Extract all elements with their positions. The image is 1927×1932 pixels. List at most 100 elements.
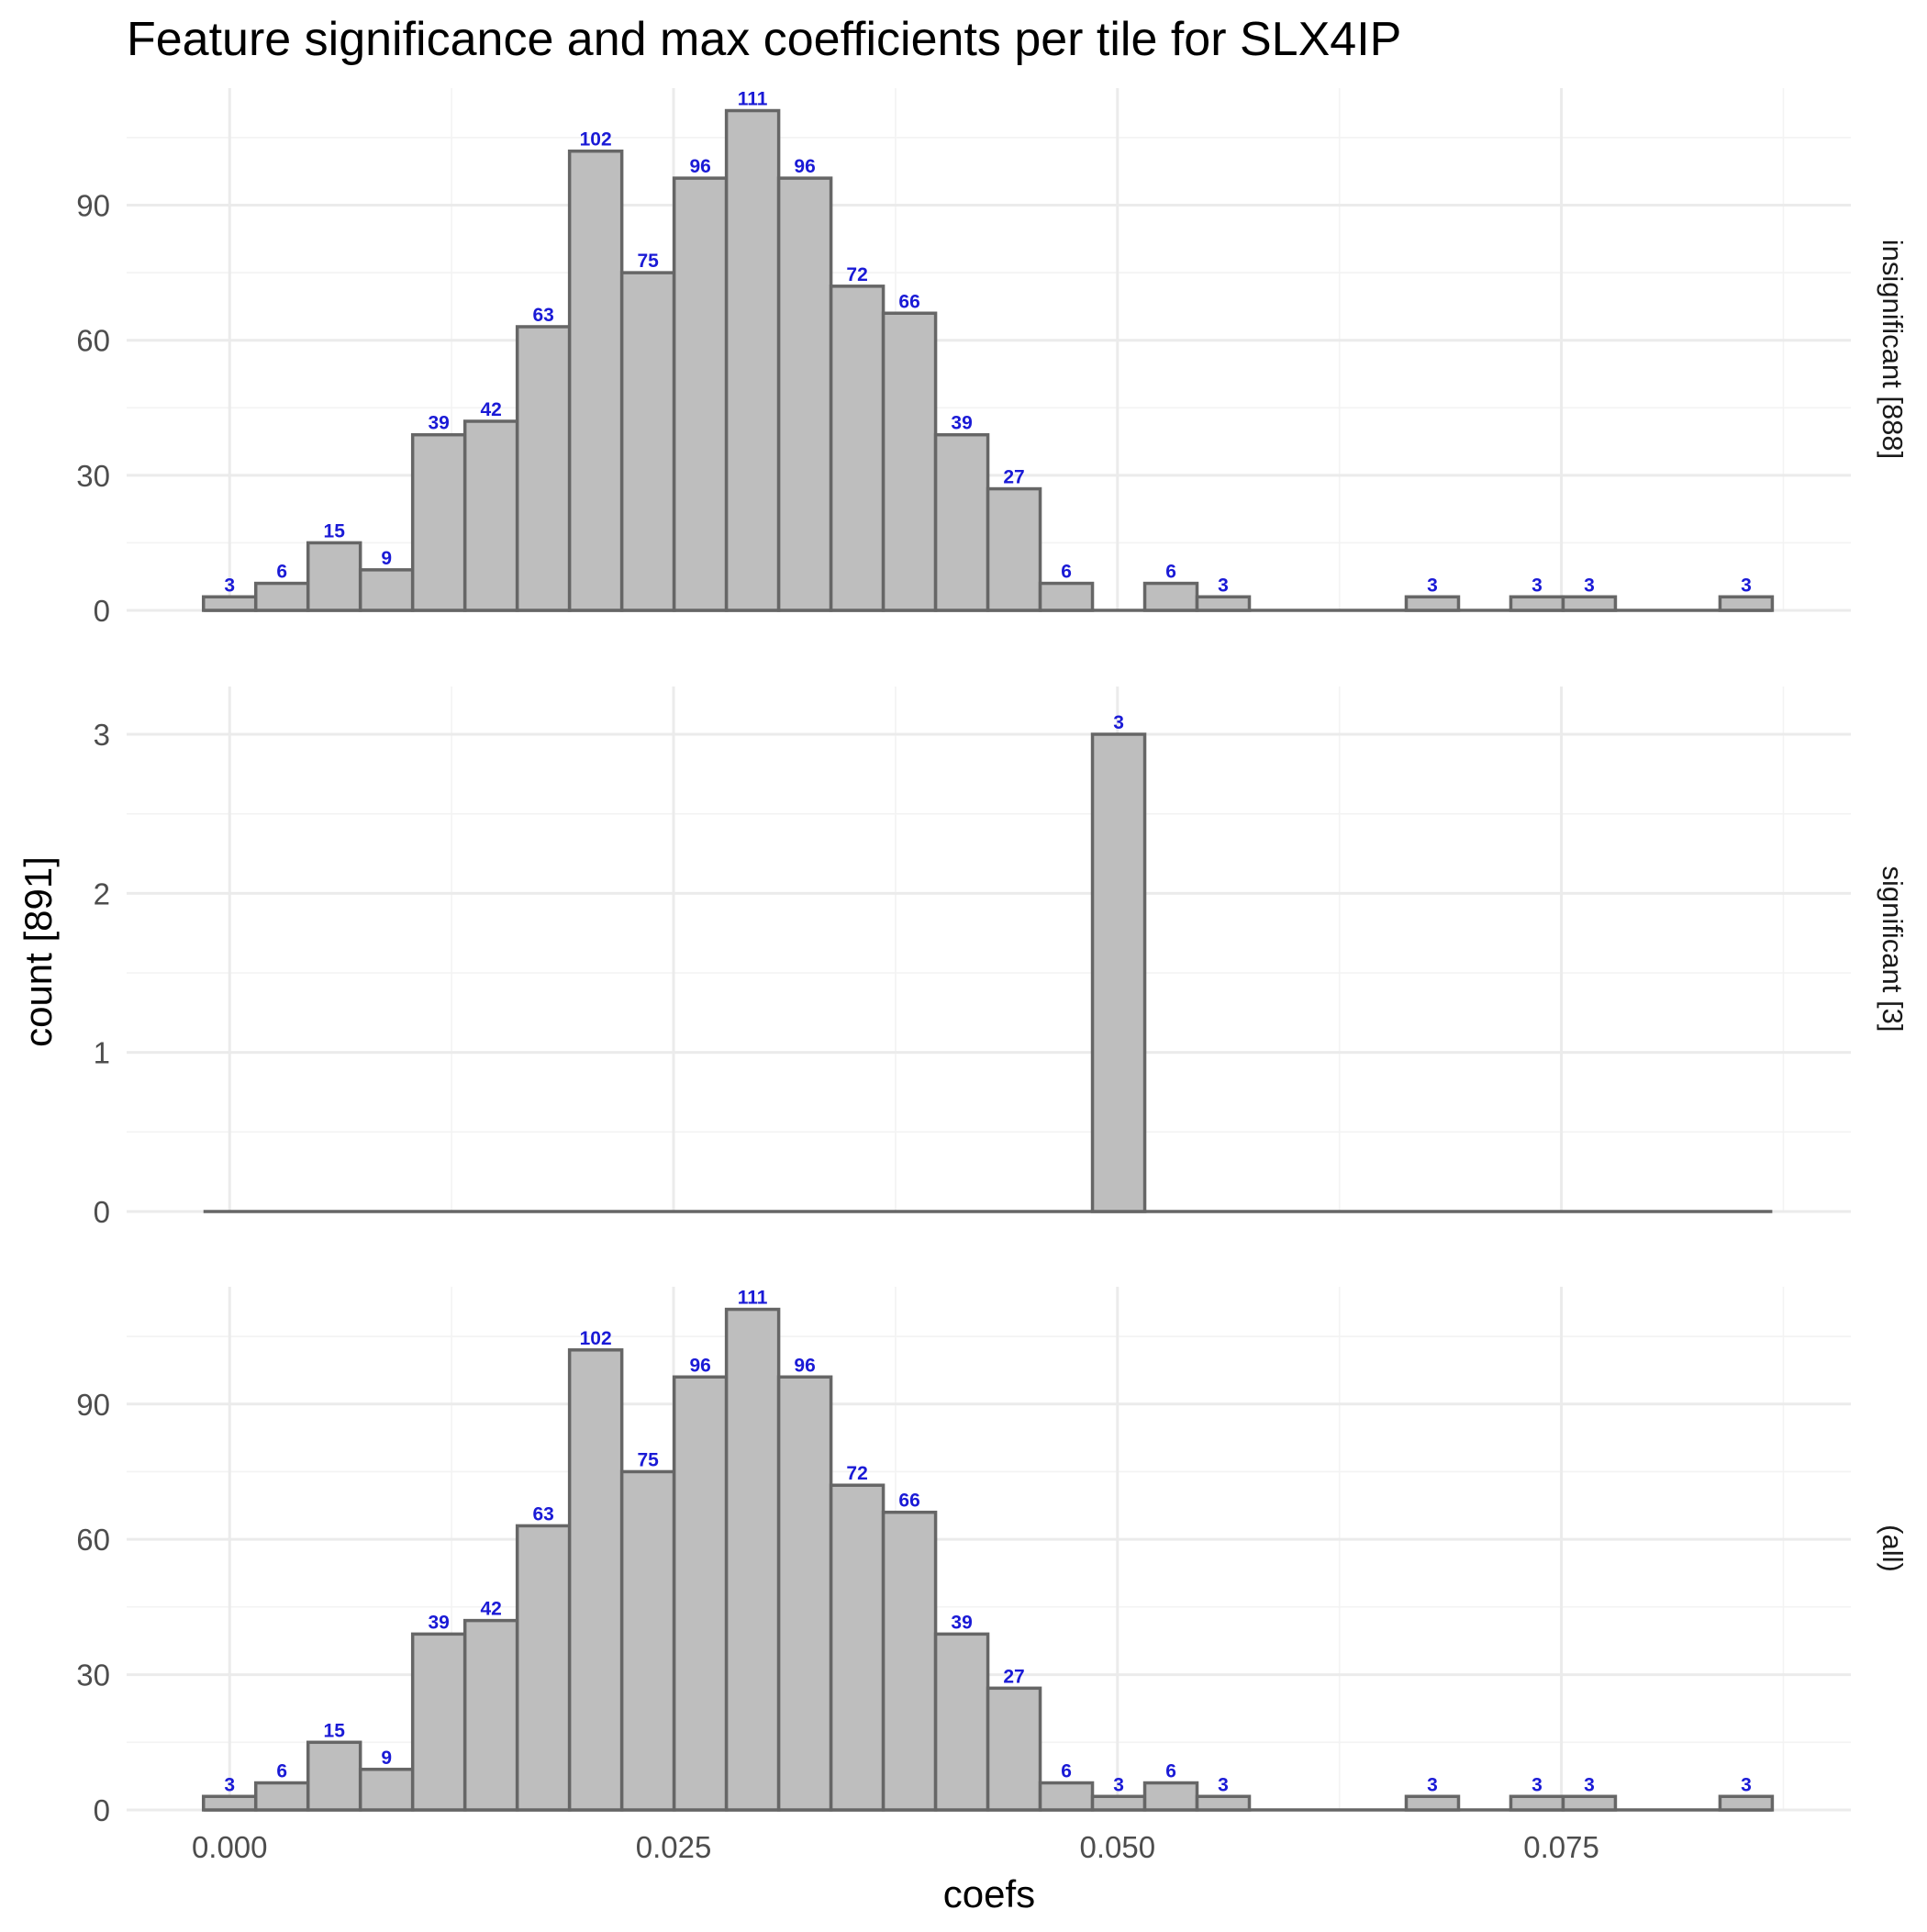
bar-count-label: 39 [429,1612,450,1633]
histogram-bar [1561,1794,1618,1812]
bar-count-label: 3 [1427,575,1438,596]
histogram-bar [1142,581,1199,612]
histogram-bar [462,1618,519,1812]
histogram-bar [253,1781,310,1812]
bar-count-label: 3 [1741,575,1752,596]
histogram-bar [515,325,572,612]
x-tick-label: 0.000 [192,1830,268,1864]
histogram-bar [1090,1794,1147,1812]
y-tick-label: 0 [94,1793,110,1827]
histogram-bar [829,285,886,612]
facet-panel-1: 0 1 2 3 3 significant [3] [94,687,1909,1229]
bar-count-label: 111 [738,89,768,110]
bar-count-label: 42 [480,1599,501,1620]
histogram-bar [306,541,362,612]
bar-count-label: 3 [1427,1774,1438,1795]
histogram-bar [253,581,310,612]
histogram-bar [1509,595,1565,612]
x-tick-label: 0.050 [1079,1830,1155,1864]
histogram-bar [567,1348,624,1812]
bar-count-label: 6 [1165,1761,1176,1782]
bar-count-label: 15 [324,520,346,542]
bar-count-label: 96 [689,1355,710,1376]
histogram-bar [1509,1794,1565,1812]
bar-count-label: 6 [276,1761,287,1782]
bar-count-label: 3 [1584,1774,1595,1795]
bar-count-label: 3 [1741,1774,1752,1795]
bar-count-label: 3 [224,575,235,596]
y-tick-label: 0 [94,594,110,628]
histogram-bar [1404,1794,1461,1812]
bar-count-label: 3 [1218,575,1229,596]
facet-strip-label: (all) [1877,1524,1909,1572]
y-tick-label: 60 [76,324,110,358]
histogram-bar [201,595,258,612]
bar-count-label: 75 [637,251,659,272]
histogram-bar [1404,595,1461,612]
histogram-bar [306,1740,362,1812]
bar-count-label: 15 [324,1720,346,1741]
histogram-bar [358,1768,415,1812]
histogram-bar [1038,581,1095,612]
bar-count-label: 66 [898,291,919,312]
bar-count-label: 3 [1532,575,1543,596]
y-axis-title: count [891] [17,856,60,1047]
y-tick-label: 1 [94,1036,110,1070]
histogram-bar [881,1510,938,1812]
histogram-bar [358,568,415,612]
bar-count-label: 96 [794,1355,815,1376]
bar-count-label: 96 [794,156,815,177]
x-tick-label: 0.075 [1523,1830,1599,1864]
bar-count-label: 75 [637,1449,659,1470]
bar-count-label: 66 [898,1491,919,1512]
histogram-bar [515,1524,572,1812]
bar-count-label: 63 [532,1503,553,1524]
chart-title: Feature significance and max coefficient… [127,13,1401,66]
bar-count-label: 63 [532,305,553,326]
histogram-bar [1090,732,1147,1213]
bar-count-label: 9 [381,1748,392,1769]
facet-strip-label: insignificant [888] [1877,240,1909,460]
histogram-bar [829,1483,886,1812]
histogram-bar [672,176,729,612]
bar-count-label: 102 [580,1328,612,1349]
histogram-bar [986,486,1042,612]
histogram-bar [1718,595,1775,612]
bar-count-label: 3 [1218,1774,1229,1795]
histogram-bar [410,432,467,612]
bar-count-label: 102 [580,129,612,151]
histogram-bar [776,1375,833,1812]
y-tick-label: 3 [94,718,110,752]
bar-count-label: 6 [1061,1761,1072,1782]
y-tick-label: 0 [94,1195,110,1229]
facet-strip-label: significant [3] [1877,866,1909,1033]
bar-count-label: 39 [429,413,450,434]
histogram-bar [1142,1781,1199,1812]
bar-count-label: 6 [276,562,287,583]
bar-count-label: 3 [1584,575,1595,596]
y-tick-label: 60 [76,1523,110,1557]
y-tick-label: 2 [94,877,110,910]
bar-count-label: 72 [846,264,867,285]
x-axis: 0.000 0.025 0.050 0.075 [192,1830,1599,1864]
bar-count-label: 3 [1113,1774,1124,1795]
histogram-bar [672,1375,729,1812]
bar-count-label: 3 [1532,1774,1543,1795]
y-tick-label: 90 [76,189,110,223]
bar-count-label: 6 [1165,562,1176,583]
bar-count-label: 9 [381,548,392,569]
facet-panel-2: 0306090361593942631027596111967266392763… [76,1287,1909,1827]
histogram-bar [1038,1781,1095,1812]
histogram-bar [567,149,624,612]
bar-count-label: 96 [689,156,710,177]
histogram-bar [1195,595,1252,612]
histogram-bar [724,108,781,612]
histogram-bar [201,1794,258,1812]
bar-count-label: 72 [846,1463,867,1484]
histogram-bar [619,271,676,612]
histogram-bar [724,1307,781,1812]
